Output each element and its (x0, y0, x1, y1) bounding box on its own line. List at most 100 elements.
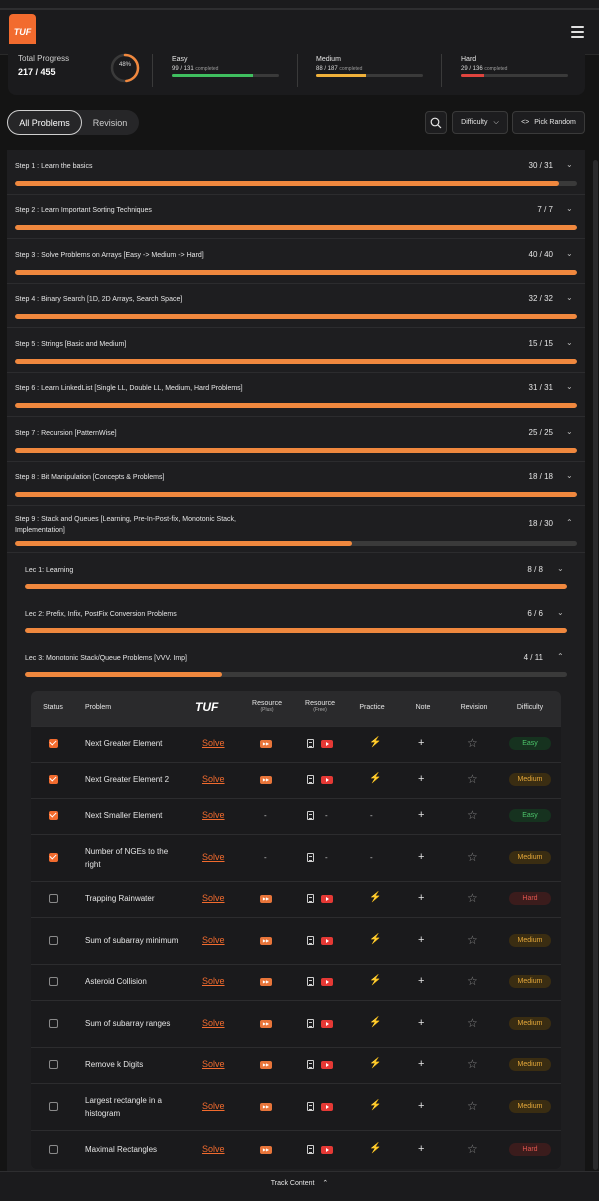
chevron-down-icon[interactable]: ⌄ (566, 338, 573, 347)
article-icon[interactable] (307, 1101, 314, 1111)
search-button[interactable] (425, 111, 447, 134)
step-row[interactable] (7, 328, 585, 373)
solve-link[interactable]: Solve (202, 774, 225, 784)
solve-link[interactable]: Solve (202, 1017, 225, 1028)
status-checkbox[interactable] (49, 739, 58, 748)
chevron-down-icon[interactable]: ⌄ (566, 427, 573, 436)
chevron-up-icon[interactable]: ⌃ (557, 652, 564, 661)
difficulty-dropdown[interactable]: Difficulty ⌵ (452, 111, 508, 134)
step-row[interactable] (7, 372, 585, 417)
article-icon[interactable] (307, 739, 314, 748)
step-row[interactable] (7, 194, 585, 239)
article-icon[interactable] (307, 852, 314, 862)
revision-star-icon[interactable]: ☆ (467, 932, 478, 947)
plus-video-icon[interactable]: ▶▶ (260, 1061, 272, 1069)
practice-icon[interactable]: ⚡ (369, 975, 382, 986)
revision-star-icon[interactable]: ☆ (467, 736, 478, 750)
article-icon[interactable] (307, 1144, 314, 1154)
chevron-down-icon[interactable]: ⌄ (566, 204, 573, 213)
article-icon[interactable] (307, 1060, 314, 1069)
solve-link[interactable]: Solve (202, 893, 225, 903)
status-checkbox[interactable] (49, 935, 58, 945)
article-icon[interactable] (307, 935, 314, 945)
revision-star-icon[interactable]: ☆ (467, 808, 478, 822)
chevron-down-icon[interactable]: ⌄ (566, 382, 573, 391)
youtube-icon[interactable] (321, 936, 333, 945)
add-note-icon[interactable]: + (418, 773, 425, 785)
revision-star-icon[interactable]: ☆ (467, 974, 478, 988)
add-note-icon[interactable]: + (418, 1016, 425, 1029)
practice-icon[interactable]: ⚡ (369, 1016, 382, 1028)
practice-icon[interactable]: ⚡ (369, 933, 382, 945)
add-note-icon[interactable]: + (418, 975, 425, 987)
step-row[interactable] (7, 239, 585, 284)
plus-video-icon[interactable]: ▶▶ (260, 1019, 272, 1028)
scrollbar[interactable] (593, 160, 598, 1170)
step-row[interactable] (7, 461, 585, 506)
solve-link[interactable]: Solve (202, 1059, 225, 1069)
status-checkbox[interactable] (49, 1144, 58, 1154)
revision-star-icon[interactable]: ☆ (467, 772, 478, 786)
practice-icon[interactable]: ⚡ (369, 1058, 382, 1069)
article-icon[interactable] (307, 977, 314, 986)
youtube-icon[interactable] (321, 1061, 333, 1069)
plus-video-icon[interactable]: ▶▶ (260, 936, 272, 945)
pick-random-button[interactable]: <> Pick Random (512, 111, 585, 134)
solve-link[interactable]: Solve (202, 1143, 225, 1154)
solve-link[interactable]: Solve (202, 976, 225, 986)
plus-video-icon[interactable]: ▶▶ (260, 895, 272, 903)
plus-video-icon[interactable]: ▶▶ (260, 740, 272, 748)
solve-link[interactable]: Solve (202, 1100, 225, 1111)
step-row[interactable] (7, 150, 585, 195)
solve-link[interactable]: Solve (202, 851, 225, 862)
youtube-icon[interactable] (321, 1019, 333, 1028)
track-content-toggle[interactable]: Track Content ⌃ (0, 1179, 599, 1187)
article-icon[interactable] (307, 894, 314, 903)
add-note-icon[interactable]: + (418, 933, 425, 946)
youtube-icon[interactable] (321, 895, 333, 903)
youtube-icon[interactable] (321, 1145, 333, 1154)
status-checkbox[interactable] (49, 1101, 58, 1111)
status-checkbox[interactable] (49, 894, 58, 903)
chevron-down-icon[interactable]: ⌄ (566, 160, 573, 169)
status-checkbox[interactable] (49, 1060, 58, 1069)
youtube-icon[interactable] (321, 740, 333, 748)
revision-star-icon[interactable]: ☆ (467, 1015, 478, 1030)
youtube-icon[interactable] (321, 1102, 333, 1111)
add-note-icon[interactable]: + (418, 1058, 425, 1070)
plus-video-icon[interactable]: ▶▶ (260, 978, 272, 986)
chevron-down-icon[interactable]: ⌄ (557, 608, 564, 617)
article-icon[interactable] (307, 775, 314, 784)
plus-video-icon[interactable]: ▶▶ (260, 1145, 272, 1154)
chevron-down-icon[interactable]: ⌄ (566, 249, 573, 258)
article-icon[interactable] (307, 1018, 314, 1028)
add-note-icon[interactable]: + (418, 1099, 425, 1112)
article-icon[interactable] (307, 811, 314, 820)
step-row[interactable] (7, 283, 585, 328)
tuf-logo[interactable]: TUF (9, 14, 36, 49)
plus-video-icon[interactable]: ▶▶ (260, 1102, 272, 1111)
add-note-icon[interactable]: + (418, 737, 425, 749)
hamburger-menu-icon[interactable] (571, 26, 584, 38)
youtube-icon[interactable] (321, 776, 333, 784)
plus-video-icon[interactable]: ▶▶ (260, 776, 272, 784)
practice-icon[interactable]: ⚡ (369, 892, 382, 903)
status-checkbox[interactable] (49, 852, 58, 862)
chevron-up-icon[interactable]: ⌃ (566, 518, 573, 527)
status-checkbox[interactable] (49, 977, 58, 986)
revision-star-icon[interactable]: ☆ (467, 891, 478, 905)
chevron-down-icon[interactable]: ⌄ (566, 293, 573, 302)
add-note-icon[interactable]: + (418, 892, 425, 904)
status-checkbox[interactable] (49, 1018, 58, 1028)
practice-icon[interactable]: ⚡ (369, 737, 382, 748)
revision-star-icon[interactable]: ☆ (467, 1098, 478, 1113)
chevron-down-icon[interactable]: ⌄ (566, 471, 573, 480)
status-checkbox[interactable] (49, 775, 58, 784)
tab-revision[interactable]: Revision (92, 117, 128, 128)
status-checkbox[interactable] (49, 811, 58, 820)
add-note-icon[interactable]: + (418, 1142, 425, 1155)
solve-link[interactable]: Solve (202, 810, 225, 820)
practice-icon[interactable]: ⚡ (369, 1142, 382, 1154)
add-note-icon[interactable]: + (418, 809, 425, 821)
revision-star-icon[interactable]: ☆ (467, 1141, 478, 1156)
